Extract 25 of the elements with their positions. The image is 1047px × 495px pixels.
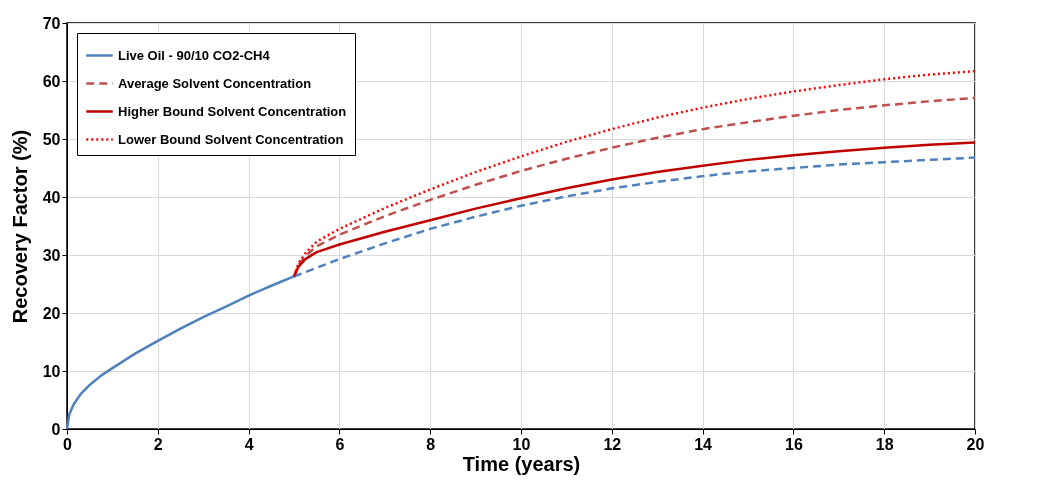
y-axis-title: Recovery Factor (%) — [8, 129, 31, 324]
y-tick-label: 50 — [42, 130, 61, 148]
legend-label: Higher Bound Solvent Concentration — [118, 103, 347, 119]
y-tick-label: 40 — [42, 188, 61, 206]
y-tick-label: 30 — [42, 246, 61, 264]
x-tick-label: 20 — [966, 435, 985, 453]
x-tick-label: 6 — [335, 435, 345, 453]
y-tick-label: 70 — [42, 14, 61, 32]
x-tick-label: 12 — [603, 435, 622, 453]
legend-label: Lower Bound Solvent Concentration — [118, 131, 344, 147]
x-tick-label: 14 — [694, 435, 713, 453]
legend-label: Average Solvent Concentration — [118, 75, 312, 91]
y-tick-label: 10 — [42, 362, 61, 380]
x-tick-label: 2 — [153, 435, 163, 453]
y-tick-label: 20 — [42, 304, 61, 322]
legend-label: Live Oil - 90/10 CO2-CH4 — [118, 47, 271, 63]
x-tick-label: 8 — [426, 435, 436, 453]
x-tick-label: 0 — [63, 435, 73, 453]
x-axis-title: Time (years) — [462, 452, 581, 475]
y-tick-label: 60 — [42, 72, 61, 90]
x-tick-label: 10 — [512, 435, 531, 453]
x-tick-label: 16 — [785, 435, 803, 453]
x-tick-label: 18 — [875, 435, 894, 453]
y-tick-label: 0 — [51, 420, 61, 438]
x-tick-label: 4 — [244, 435, 254, 453]
